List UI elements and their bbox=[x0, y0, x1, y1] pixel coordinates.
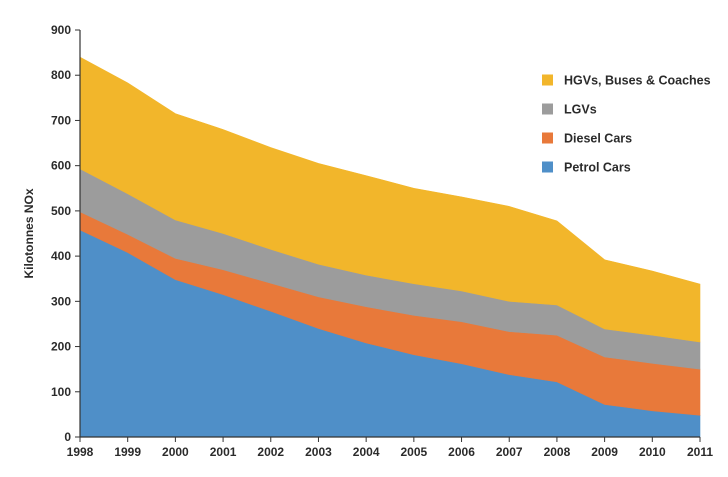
legend-label: HGVs, Buses & Coaches bbox=[564, 74, 711, 88]
legend-label: LGVs bbox=[564, 103, 597, 117]
y-tick-label: 100 bbox=[51, 385, 71, 399]
x-tick-label: 2005 bbox=[400, 445, 427, 459]
legend-item-lgvs: LGVs bbox=[542, 103, 597, 117]
x-tick-label: 1999 bbox=[114, 445, 141, 459]
legend-label: Diesel Cars bbox=[564, 132, 632, 146]
y-tick-label: 0 bbox=[64, 430, 71, 444]
x-tick-label: 2008 bbox=[544, 445, 571, 459]
legend-swatch bbox=[542, 103, 553, 115]
x-tick-label: 2006 bbox=[448, 445, 475, 459]
y-tick-label: 600 bbox=[51, 159, 71, 173]
x-tick-label: 2003 bbox=[305, 445, 332, 459]
y-tick-label: 200 bbox=[51, 340, 71, 354]
legend-swatch bbox=[542, 161, 553, 173]
y-tick-label: 800 bbox=[51, 68, 71, 82]
legend-swatch bbox=[542, 74, 553, 86]
x-tick-label: 2004 bbox=[353, 445, 380, 459]
legend-swatch bbox=[542, 132, 553, 144]
x-tick-label: 2007 bbox=[496, 445, 523, 459]
y-tick-label: 300 bbox=[51, 294, 71, 308]
legend-label: Petrol Cars bbox=[564, 161, 631, 175]
x-tick-label: 2010 bbox=[639, 445, 666, 459]
legend-item-petrol-cars: Petrol Cars bbox=[542, 161, 631, 175]
axes bbox=[75, 29, 701, 442]
legend-item-diesel-cars: Diesel Cars bbox=[542, 132, 632, 146]
y-tick-label: 900 bbox=[51, 23, 71, 37]
y-axis-title: Kilotonnes NOx bbox=[22, 188, 36, 278]
y-tick-labels: 0 100 200 300 400 500 600 700 800 900 bbox=[51, 23, 71, 444]
legend: HGVs, Buses & Coaches LGVs Diesel Cars Petr… bbox=[542, 74, 711, 175]
x-tick-label: 2000 bbox=[162, 445, 189, 459]
x-tick-labels: 1998 1999 2000 2001 2002 2003 2004 2005 2006 2007… bbox=[67, 445, 714, 459]
x-tick-label: 1998 bbox=[67, 445, 94, 459]
area-hgvs-buses-coaches bbox=[79, 56, 701, 343]
x-tick-label: 2001 bbox=[210, 445, 237, 459]
y-tick-label: 500 bbox=[51, 204, 71, 218]
x-tick-label: 2011 bbox=[687, 445, 713, 459]
y-tick-label: 700 bbox=[51, 113, 71, 127]
x-tick-label: 2009 bbox=[591, 445, 618, 459]
x-tick-label: 2002 bbox=[257, 445, 284, 459]
area-layers bbox=[79, 56, 701, 438]
y-tick-label: 400 bbox=[51, 249, 71, 263]
legend-item-hgvs-buses-coaches: HGVs, Buses & Coaches bbox=[542, 74, 711, 88]
